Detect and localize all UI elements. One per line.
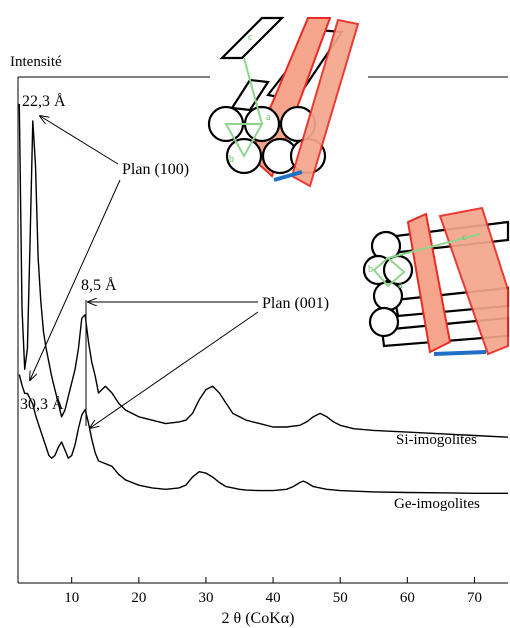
series-line-ge-imogolites	[18, 374, 508, 494]
x-tick-label-30: 30	[198, 590, 213, 606]
arrow-plan100-to-22-3	[40, 116, 119, 165]
annotation-plan-001: Plan (001)	[262, 295, 329, 312]
x-tick-label-60: 60	[400, 590, 415, 606]
inset1-label-c: c	[248, 32, 253, 43]
series-label-ge: Ge-imogolites	[394, 496, 480, 512]
annotation-8-5: 8,5 Å	[81, 276, 117, 294]
annotation-30-3: 30,3 Å	[20, 395, 64, 413]
x-axis-label: 2 θ (CoKα)	[222, 610, 295, 627]
inset2-label-a: a	[398, 280, 403, 291]
inset1-label-a: a	[266, 112, 271, 123]
series-label-si: Si-imogolites	[396, 432, 477, 448]
inset-nanotube-bundle-top: c a b	[207, 16, 360, 188]
inset2-label-b: b	[368, 264, 373, 275]
x-tick-label-50: 50	[333, 590, 348, 606]
x-tick-label-70: 70	[467, 590, 482, 606]
inset-nanotube-bundle-right: c a b	[362, 206, 510, 356]
x-tick-label-10: 10	[64, 590, 79, 606]
arrow-plan100-to-30-3	[30, 179, 121, 380]
arrow-plan001-to-ge-peak	[90, 311, 259, 428]
series-curves	[18, 103, 509, 494]
x-tick-label-40: 40	[266, 590, 281, 606]
annotation-22-3: 22,3 Å	[22, 92, 66, 110]
y-axis-label: Intensité	[10, 54, 62, 70]
series-line-si-imogolites	[18, 103, 509, 438]
inset1-label-b: b	[229, 154, 234, 165]
annotation-plan-100: Plan (100)	[122, 161, 189, 178]
x-tick-label-20: 20	[131, 590, 146, 606]
inset2-label-c: c	[462, 232, 467, 243]
x-ticks: 10 20 30 40 50 60 70	[64, 577, 482, 606]
